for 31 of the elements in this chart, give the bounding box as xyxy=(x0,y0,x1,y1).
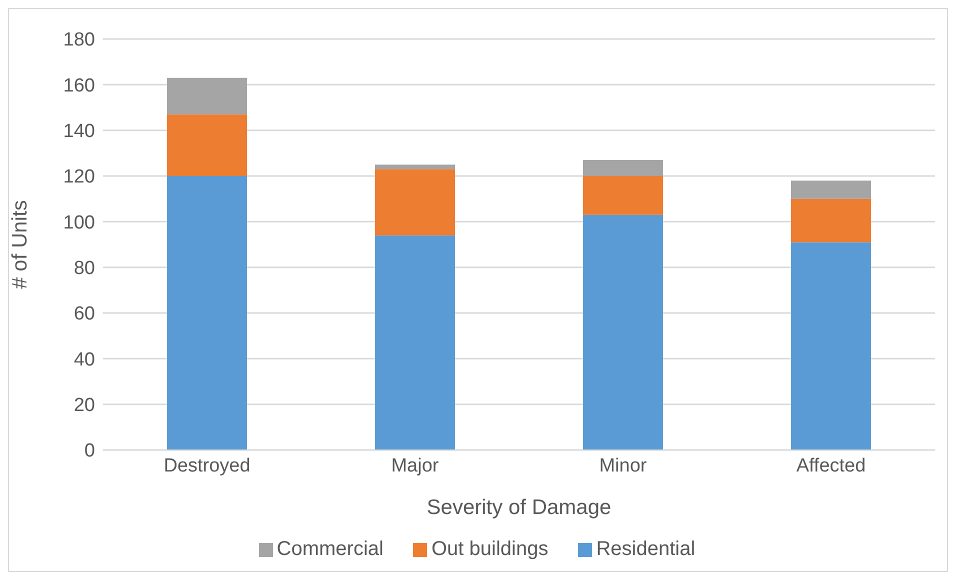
x-tick-label: Affected xyxy=(796,455,866,476)
bar xyxy=(167,78,247,114)
y-tick-label: 80 xyxy=(74,258,95,280)
bar xyxy=(375,169,455,236)
y-tick-label: 60 xyxy=(74,304,95,325)
y-tick-label: 140 xyxy=(63,121,95,142)
bar xyxy=(375,164,455,170)
x-tick-label: Minor xyxy=(599,455,648,476)
x-tick-label: Major xyxy=(391,455,440,476)
legend-label: Out buildings xyxy=(431,538,548,560)
y-tick-label: 0 xyxy=(84,440,95,462)
bar xyxy=(583,176,663,215)
x-tick-label: Destroyed xyxy=(164,455,250,476)
bar xyxy=(375,235,455,450)
bar xyxy=(583,160,663,176)
legend-label: Commercial xyxy=(276,538,384,560)
y-tick-label: 40 xyxy=(74,349,95,370)
y-tick-label: 100 xyxy=(63,212,95,234)
bar xyxy=(791,198,871,242)
bar xyxy=(791,242,871,450)
bar xyxy=(167,114,247,176)
y-tick-label: 180 xyxy=(63,30,95,51)
y-axis-title: # of Units xyxy=(8,200,32,289)
y-tick-label: 120 xyxy=(63,166,95,188)
y-tick-label: 20 xyxy=(74,395,95,416)
bar xyxy=(791,180,871,199)
bar xyxy=(583,214,663,450)
legend-label: Residential xyxy=(596,538,696,560)
y-tick-label: 160 xyxy=(63,75,95,96)
x-axis-title: Severity of Damage xyxy=(426,496,612,519)
bar xyxy=(167,176,247,450)
